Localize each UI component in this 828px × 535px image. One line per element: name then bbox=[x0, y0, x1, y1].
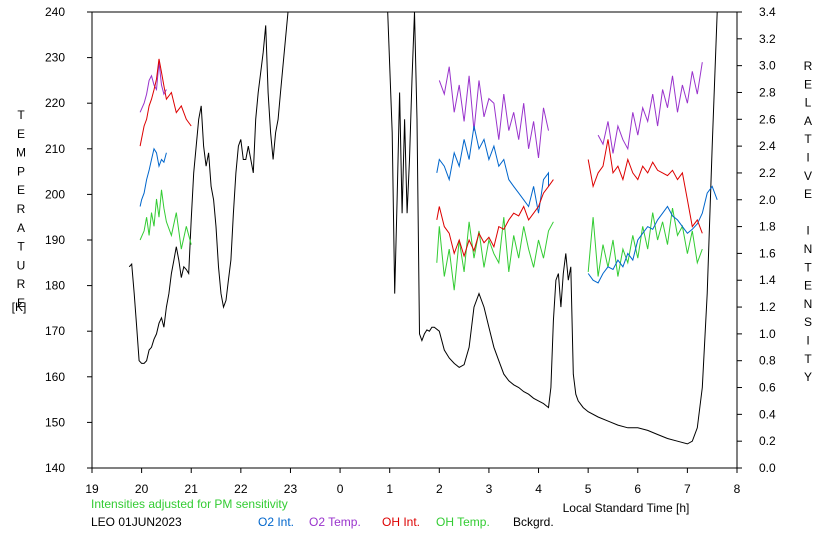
y-right-tick-label: 0.6 bbox=[759, 381, 776, 395]
y-left-tick-label: 240 bbox=[45, 5, 65, 19]
y-right-label-letter: T bbox=[804, 352, 812, 366]
y-right-tick-label: 1.0 bbox=[759, 327, 776, 341]
y-right-label-letter: E bbox=[804, 279, 812, 293]
y-right-label-letter: I bbox=[806, 224, 809, 238]
y-right-label-letter: N bbox=[804, 297, 813, 311]
y-right-tick-label: 0.4 bbox=[759, 407, 776, 421]
y-right-label-letter: A bbox=[804, 114, 812, 128]
x-tick-label: 4 bbox=[535, 482, 542, 496]
y-right-label-letter: S bbox=[804, 315, 812, 329]
y-right-label-letter: V bbox=[804, 169, 812, 183]
x-tick-label: 21 bbox=[185, 482, 199, 496]
series-line-oh-temp bbox=[139, 189, 703, 291]
x-tick-label: 5 bbox=[585, 482, 592, 496]
series-layer bbox=[128, 12, 718, 445]
y-left-tick-label: 170 bbox=[45, 324, 65, 338]
y-left-label-letter: R bbox=[17, 277, 26, 291]
y-right-tick-label: 1.2 bbox=[759, 300, 776, 314]
y-left-label-letter: P bbox=[17, 164, 25, 178]
y-left-tick-label: 190 bbox=[45, 233, 65, 247]
y-left-tick-label: 230 bbox=[45, 51, 65, 65]
x-axis: 19 20 21 22 23 0 1 2 3 4 5 6 7 8 bbox=[85, 468, 741, 496]
x-tick-label: 7 bbox=[684, 482, 691, 496]
y-left-label-letter: T bbox=[17, 240, 25, 254]
legend-entry: O2 Int. bbox=[258, 515, 294, 529]
y-left-tick-label: 150 bbox=[45, 415, 65, 429]
y-left-label-letter: M bbox=[16, 146, 26, 160]
y-right-tick-label: 1.6 bbox=[759, 246, 776, 260]
y-left-tick-label: 220 bbox=[45, 96, 65, 110]
y-left-label-letter: E bbox=[17, 296, 25, 310]
y-left-label-letter: R bbox=[17, 202, 26, 216]
x-tick-label: 20 bbox=[135, 482, 149, 496]
y-axis-right: 0.0 0.2 0.4 0.6 0.8 1.0 1.2 1.4 1.6 1.8 2.0 2.2 2.4 2… bbox=[737, 5, 776, 475]
series-line-oh-int bbox=[139, 58, 703, 258]
y-right-tick-label: 2.2 bbox=[759, 166, 776, 180]
x-tick-label: 19 bbox=[85, 482, 99, 496]
y-right-tick-label: 2.6 bbox=[759, 112, 776, 126]
y-right-label-letter: Y bbox=[804, 370, 812, 384]
x-axis-label: Local Standard Time [h] bbox=[563, 501, 690, 515]
x-tick-label: 23 bbox=[284, 482, 298, 496]
y-axis-left: 140 150 160 170 180 190 200 210 220 230 240 bbox=[45, 5, 92, 475]
y-left-tick-label: 160 bbox=[45, 370, 65, 384]
y-right-label-letter: E bbox=[804, 187, 812, 201]
y-left-label-letter: A bbox=[17, 221, 25, 235]
series-line-bckgrd bbox=[128, 12, 718, 445]
x-tick-label: 2 bbox=[436, 482, 443, 496]
y-right-label-letter: T bbox=[804, 132, 812, 146]
y-left-label-letter: E bbox=[17, 127, 25, 141]
series-line-o2-int bbox=[139, 125, 718, 284]
legend-entry: Bckgrd. bbox=[513, 515, 554, 529]
x-tick-label: 3 bbox=[486, 482, 493, 496]
y-right-tick-label: 2.0 bbox=[759, 193, 776, 207]
x-tick-label: 0 bbox=[337, 482, 344, 496]
y-right-label-letter: I bbox=[806, 334, 809, 348]
y-left-label-letter: T bbox=[17, 108, 25, 122]
x-tick-label: 8 bbox=[734, 482, 741, 496]
y-right-label-letter: R bbox=[804, 59, 813, 73]
legend-entry: OH Int. bbox=[382, 515, 420, 529]
series-line-o2-temp bbox=[139, 62, 703, 158]
y-axis-left-unit: [K] bbox=[12, 300, 27, 314]
legend-entry: OH Temp. bbox=[436, 515, 490, 529]
y-right-label-letter: I bbox=[806, 151, 809, 165]
y-right-tick-label: 1.4 bbox=[759, 273, 776, 287]
y-left-label-letter: E bbox=[17, 183, 25, 197]
y-right-tick-label: 3.4 bbox=[759, 5, 776, 19]
y-right-label-letter: N bbox=[804, 242, 813, 256]
y-left-tick-label: 140 bbox=[45, 461, 65, 475]
y-right-label-letter: T bbox=[804, 260, 812, 274]
legend: O2 Int. O2 Temp. OH Int. OH Temp. Bckgrd. bbox=[258, 515, 554, 529]
y-right-tick-label: 3.0 bbox=[759, 59, 776, 73]
x-tick-label: 22 bbox=[234, 482, 248, 496]
legend-entry: O2 Temp. bbox=[309, 515, 361, 529]
y-right-tick-label: 2.8 bbox=[759, 85, 776, 99]
y-right-tick-label: 2.4 bbox=[759, 139, 776, 153]
sensitivity-note: Intensities adjusted for PM sensitivity bbox=[91, 497, 288, 511]
x-tick-label: 1 bbox=[386, 482, 393, 496]
y-left-tick-label: 180 bbox=[45, 279, 65, 293]
y-right-tick-label: 1.8 bbox=[759, 220, 776, 234]
y-right-tick-label: 0.2 bbox=[759, 434, 776, 448]
y-left-label-letter: U bbox=[17, 258, 26, 272]
y-right-tick-label: 0.0 bbox=[759, 461, 776, 475]
y-right-tick-label: 3.2 bbox=[759, 32, 776, 46]
y-right-label-letter: L bbox=[805, 96, 812, 110]
x-tick-label: 6 bbox=[634, 482, 641, 496]
y-left-tick-label: 200 bbox=[45, 187, 65, 201]
y-left-tick-label: 210 bbox=[45, 142, 65, 156]
y-right-label-letter: E bbox=[804, 77, 812, 91]
y-right-tick-label: 0.8 bbox=[759, 354, 776, 368]
station-date: LEO 01JUN2023 bbox=[91, 515, 182, 529]
